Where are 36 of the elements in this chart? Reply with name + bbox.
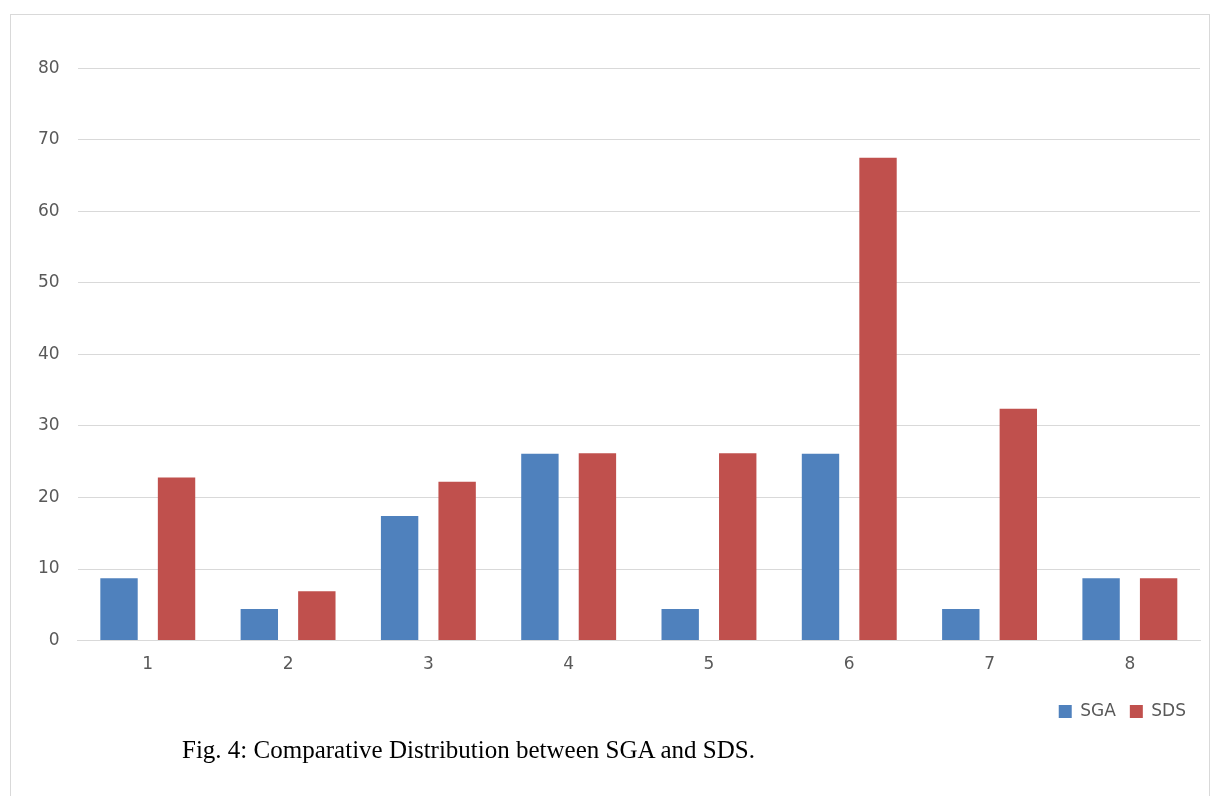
x-tick-label: 5: [703, 653, 715, 674]
x-tick-label: 6: [843, 653, 855, 674]
x-tick-label: 3: [422, 653, 434, 674]
caption: Fig. 4: Comparative Distribution between SGA and SDS.: [182, 736, 755, 764]
bar: [719, 453, 757, 641]
y-tick-label: 10: [37, 557, 60, 578]
bar: [801, 453, 840, 641]
bar: [999, 408, 1038, 641]
bar: [1082, 578, 1120, 641]
x-tick-label: 8: [1124, 653, 1136, 674]
legend-label: SDS: [1151, 699, 1187, 720]
bar: [438, 481, 476, 641]
y-tick-label: 80: [37, 56, 60, 77]
x-tick-label: 7: [984, 653, 995, 674]
bar: [1139, 578, 1178, 641]
y-tick-label: 20: [37, 485, 60, 506]
legend-label: SGA: [1080, 699, 1117, 720]
bar: [157, 477, 196, 641]
x-tick-label: 4: [563, 653, 575, 674]
y-tick-label: 40: [37, 342, 60, 363]
y-tick-label: 0: [48, 629, 60, 650]
bar: [578, 453, 617, 641]
y-tick-label: 70: [37, 128, 60, 149]
bar: [240, 609, 279, 641]
bar: [100, 578, 138, 641]
y-tick-label: 60: [37, 199, 60, 220]
bar: [380, 516, 419, 641]
bar: [298, 591, 336, 641]
y-tick-label: 30: [37, 414, 60, 435]
y-tick-label: 50: [37, 271, 60, 292]
bar: [942, 609, 980, 641]
bar: [521, 453, 559, 641]
bar: [859, 157, 897, 641]
x-tick-label: 2: [282, 653, 294, 674]
bar: [661, 609, 699, 641]
x-tick-label: 1: [142, 653, 154, 674]
